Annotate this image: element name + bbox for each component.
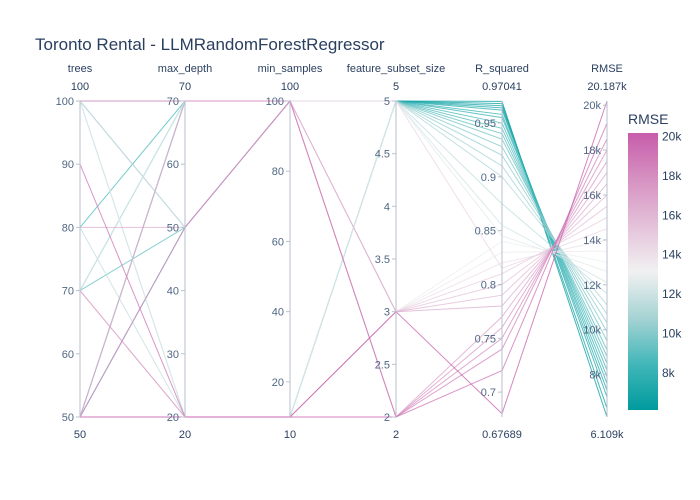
axis-R_squared: R_squared 0.97041 0.67689 0.7 0.75 0.8 0.85 0.9… [475,63,529,441]
axis-min_samples: min_samples 100 10 20 40 60 80 100 [258,63,323,441]
data-line [80,194,608,418]
axis-max-label: 100 [281,81,299,93]
data-lines [79,99,608,418]
colorbar-tick-label: 8k [662,366,676,380]
axis-min-label: 2 [393,429,399,441]
tick-label: 80 [62,222,74,234]
data-line [79,99,608,418]
axis-label: min_samples [258,63,323,75]
axis-min-label: 0.67689 [482,429,522,441]
axis-label: trees [68,63,93,75]
colorbar: RMSE 8k 10k 12k 14k 16k 18k 20k [628,111,682,410]
tick-label: 16k [583,190,601,202]
data-line [79,100,608,324]
tick-label: 60 [62,349,74,361]
axis-min-label: 6.109k [590,429,624,441]
tick-label: 14k [583,235,601,247]
tick-label: 0.7 [481,387,496,399]
tick-label: 80 [272,166,284,178]
tick-label: 4.5 [375,149,390,161]
tick-label: 8k [589,370,601,382]
tick-label: 100 [56,96,74,108]
axis-feature_subset_size: feature_subset_size 5 22 2.5 3 3.5 4 4.5 5 [347,63,445,441]
tick-label: 90 [62,159,74,171]
axis-min-label: 10 [284,429,296,441]
tick-label: 12k [583,280,601,292]
data-line [80,100,608,342]
tick-label: 70 [62,286,74,298]
colorbar-gradient [628,133,658,410]
tick-label: 40 [272,307,284,319]
axis-label: feature_subset_size [347,63,445,75]
axis-label: R_squared [475,63,529,75]
tick-label: 10k [583,325,601,337]
colorbar-tick-label: 14k [662,248,682,262]
tick-label: 5 [384,96,390,108]
tick-label: 60 [272,236,284,248]
tick-label: 20k [583,100,601,112]
tick-label: 100 [266,96,284,108]
data-line [80,100,608,418]
axis-max-label: 70 [179,81,191,93]
data-line [80,100,608,398]
tick-label: 2 [384,412,390,424]
tick-label: 30 [167,349,179,361]
tick-label: 3 [384,307,390,319]
axis-min-label: 50 [74,429,86,441]
tick-label: 40 [167,286,179,298]
axis-RMSE: RMSE 20.187k 6.109k 8k 10k 12k 14k 16k 18k 20k [583,63,627,441]
tick-label: 2.5 [375,359,390,371]
tick-label: 70 [167,96,179,108]
colorbar-title: RMSE [628,111,668,127]
axis-max-label: 5 [393,81,399,93]
colorbar-tick-label: 16k [662,208,682,222]
colorbar-tick-label: 20k [662,130,682,144]
colorbar-tick-label: 18k [662,169,682,183]
colorbar-tick-label: 12k [662,287,682,301]
data-line [79,100,608,384]
data-line [79,216,608,418]
tick-label: 0.8 [481,279,496,291]
tick-label: 0.85 [475,226,496,238]
axis-max-label: 20.187k [587,81,627,93]
data-line [79,123,608,418]
tick-label: 20 [272,377,284,389]
tick-label: 4 [384,201,390,213]
tick-label: 20 [167,412,179,424]
colorbar-tick-label: 10k [662,326,682,340]
data-line [79,100,608,364]
axis-max-label: 0.97041 [482,81,522,93]
axis-max-label: 100 [71,81,89,93]
axis-label: RMSE [591,63,623,75]
tick-label: 0.75 [475,333,496,345]
chart-title: Toronto Rental - LLMRandomForestRegresso… [35,35,385,54]
tick-label: 50 [62,412,74,424]
axes: trees100505060708090100max_depth70202030… [56,63,627,441]
tick-label: 0.95 [475,118,496,130]
tick-label: 3.5 [375,254,390,266]
tick-label: 60 [167,159,179,171]
data-line [80,100,608,313]
axis-label: max_depth [158,63,212,75]
tick-label: 18k [583,145,601,157]
tick-label: 50 [167,222,179,234]
tick-label: 0.9 [481,172,496,184]
data-line [79,161,608,418]
axis-min-label: 20 [179,429,191,441]
